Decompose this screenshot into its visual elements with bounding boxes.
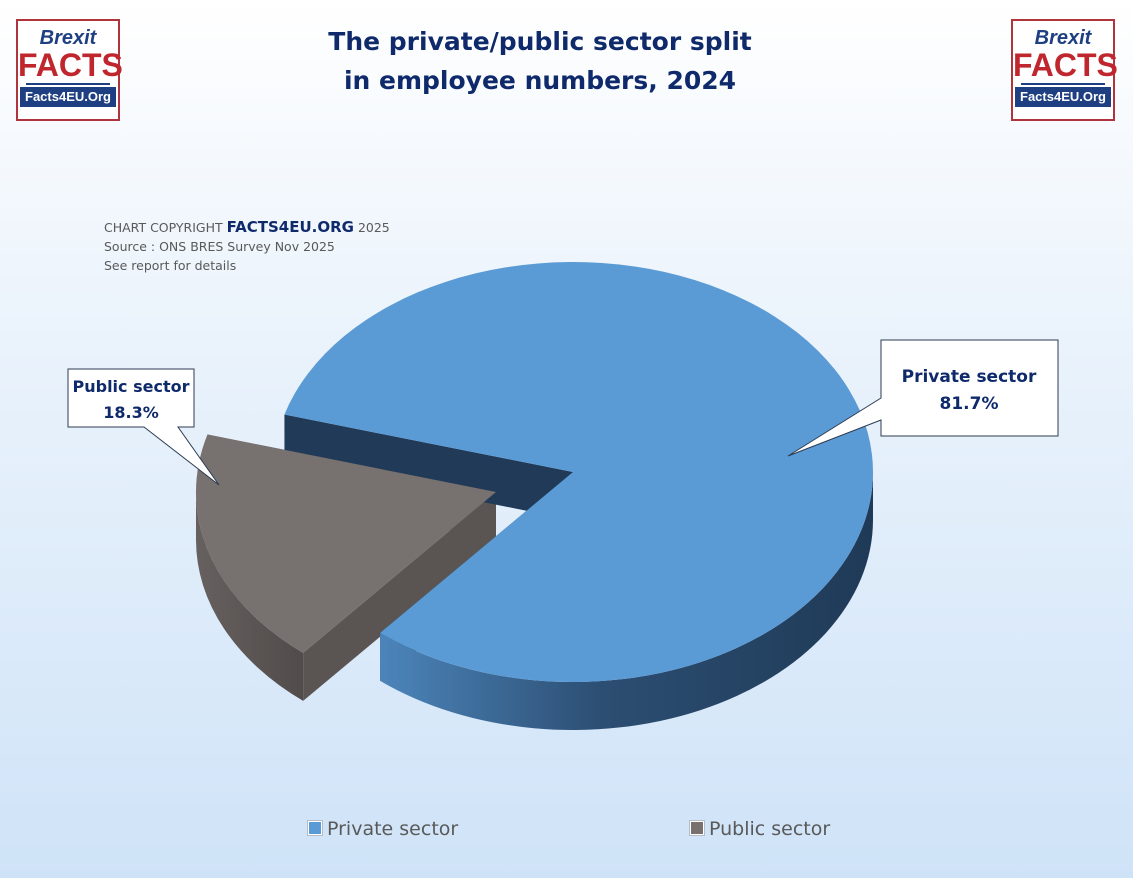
facts4eu-logo-left: Brexit FACTS Facts4EU.Org (16, 19, 123, 121)
copyright-line: CHART COPYRIGHT FACTS4EU.ORG 2025 (104, 218, 390, 237)
data-label-public-category: Public sector (73, 377, 190, 396)
logo-brexit-text: Brexit (39, 27, 97, 49)
logo-site-text: Facts4EU.Org (20, 87, 116, 107)
legend-item-private: Private sector (308, 816, 458, 842)
copyright-block: CHART COPYRIGHT FACTS4EU.ORG 2025 Source… (104, 218, 390, 275)
logo-facts-text: FACTS (1013, 47, 1118, 83)
legend-item-public: Public sector (690, 816, 830, 842)
copyright-prefix: CHART COPYRIGHT (104, 220, 223, 235)
pie-data-labels: Private sector 81.7% Public sector 18.3% (67, 339, 1059, 486)
data-label-public-box (67, 368, 220, 486)
pie-private-outer-wall (380, 472, 873, 731)
pie-slice-public (196, 434, 496, 653)
pie-slice-private (284, 262, 874, 683)
pie-private-wall-start (284, 414, 573, 520)
chart-title-line-1: The private/public sector split (328, 27, 752, 56)
pie-public-outer-wall (196, 492, 304, 701)
legend-swatch-private (308, 820, 322, 835)
data-label-private-value: 81.7% (940, 394, 999, 414)
data-label-private-box (787, 339, 1059, 457)
data-label-public-value: 18.3% (103, 403, 159, 422)
copyright-year: 2025 (357, 220, 390, 235)
pie-top-faces (196, 262, 874, 683)
legend-label-private: Private sector (327, 818, 459, 840)
legend-swatch-public (690, 820, 704, 835)
chart-title: The private/public sector split in emplo… (240, 22, 840, 100)
copyright-brand: FACTS4EU.ORG (226, 218, 354, 236)
logo-site-text: Facts4EU.Org (1015, 87, 1111, 107)
report-note: See report for details (104, 258, 237, 273)
logo-brexit-text: Brexit (1034, 27, 1092, 49)
source-note: Source : ONS BRES Survey Nov 2025 (104, 239, 335, 254)
logo-separator (26, 83, 110, 85)
logo-separator (1021, 83, 1105, 85)
pie-public-wall-start (303, 492, 496, 701)
chart-title-line-2: in employee numbers, 2024 (343, 66, 737, 95)
facts4eu-logo-right: Brexit FACTS Facts4EU.Org (1011, 19, 1118, 121)
data-label-private-category: Private sector (902, 367, 1037, 387)
legend-label-public: Public sector (709, 818, 831, 840)
logo-facts-text: FACTS (18, 47, 123, 83)
